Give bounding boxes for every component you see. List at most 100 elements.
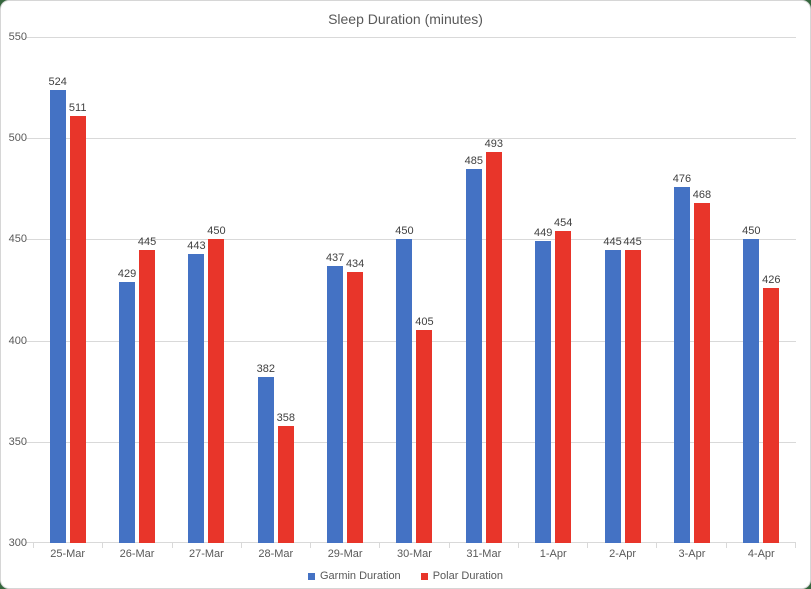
bar-group: 382 358 xyxy=(241,37,310,543)
bar-polar-duration xyxy=(277,425,294,543)
bar-polar-duration xyxy=(69,115,86,543)
bar-column: 437 xyxy=(325,37,345,543)
bar-polar-duration xyxy=(624,249,641,543)
bar-garmin-duration xyxy=(49,89,66,543)
bar-polar-duration xyxy=(763,287,780,543)
bar-value-label: 493 xyxy=(484,138,504,151)
gridline xyxy=(26,37,796,38)
x-axis-tick xyxy=(379,543,448,548)
x-axis-tick xyxy=(33,543,102,548)
y-axis-label: 400 xyxy=(8,334,27,347)
x-axis-ticks xyxy=(33,543,796,548)
x-axis-label: 25-Mar xyxy=(50,548,86,560)
bar-group: 429 445 xyxy=(102,37,171,543)
x-axis-label: 4-Apr xyxy=(747,548,775,560)
bar-column: 426 xyxy=(762,37,781,543)
bar-garmin-duration xyxy=(604,249,621,543)
y-axis-label: 350 xyxy=(8,435,27,448)
legend: Garmin Duration Polar Duration xyxy=(1,570,810,582)
garmin-swatch-icon xyxy=(307,572,315,580)
bar-garmin-duration xyxy=(743,239,760,543)
bar-polar-duration xyxy=(485,152,502,543)
bar-value-label: 450 xyxy=(207,225,226,238)
bar-value-label: 449 xyxy=(534,227,553,240)
bar-group: 524 511 xyxy=(33,37,102,543)
bar-group: 443 450 xyxy=(172,37,241,543)
x-axis-tick xyxy=(448,543,518,548)
bar-value-label: 476 xyxy=(672,172,692,185)
bar-value-label: 524 xyxy=(48,75,67,88)
bar-column: 450 xyxy=(395,37,414,543)
x-axis-tick xyxy=(517,543,587,548)
x-axis-tick xyxy=(171,543,241,548)
x-axis-label: 3-Apr xyxy=(678,548,706,560)
bar-column: 434 xyxy=(345,37,365,543)
bar-value-label: 511 xyxy=(68,101,87,114)
x-axis-tick xyxy=(656,543,725,548)
bar-value-label: 445 xyxy=(603,235,622,248)
x-axis-label: 2-Apr xyxy=(609,548,636,560)
bar-value-label: 468 xyxy=(692,188,712,201)
x-axis-tick xyxy=(240,543,310,548)
bar-value-label: 454 xyxy=(554,217,573,230)
bar-column: 405 xyxy=(415,37,434,543)
legend-item-polar: Polar Duration xyxy=(420,570,503,582)
gridline xyxy=(26,138,796,140)
bar-column: 445 xyxy=(623,37,642,543)
bar-column: 445 xyxy=(137,37,157,543)
plot-area: 550 500 450 400 350 300 524 511 429 445 443 450 382 3… xyxy=(9,31,796,549)
bar-column: 382 xyxy=(256,37,275,543)
bar-polar-duration xyxy=(347,271,364,543)
bar-column: 429 xyxy=(117,37,137,543)
bar-value-label: 434 xyxy=(345,257,365,270)
x-axis-label: 30-Mar xyxy=(397,548,432,560)
bar-value-label: 450 xyxy=(395,225,414,238)
bar-group: 450 405 xyxy=(380,37,449,543)
bar-column: 450 xyxy=(207,37,226,543)
bar-garmin-duration xyxy=(327,265,344,543)
x-axis-tick xyxy=(587,543,656,548)
bar-group: 449 454 xyxy=(519,37,588,543)
bar-column: 450 xyxy=(742,37,761,543)
bar-column: 476 xyxy=(672,37,692,543)
x-axis-tick xyxy=(725,543,796,548)
x-axis-tick xyxy=(310,543,379,548)
bar-value-label: 429 xyxy=(117,267,137,280)
bar-polar-duration xyxy=(208,239,225,543)
bar-polar-duration xyxy=(693,202,710,543)
bar-garmin-duration xyxy=(535,241,552,543)
bar-value-label: 437 xyxy=(325,251,345,264)
bar-value-label: 405 xyxy=(415,316,434,329)
bar-value-label: 382 xyxy=(256,363,275,376)
bars-container: 524 511 429 445 443 450 382 358 437 434 450 405 485 4… xyxy=(33,37,796,543)
bar-value-label: 445 xyxy=(137,235,157,248)
bar-garmin-duration xyxy=(396,239,413,543)
x-axis-label: 27-Mar xyxy=(188,548,224,560)
bar-garmin-duration xyxy=(188,253,205,543)
bar-column: 468 xyxy=(692,37,712,543)
legend-item-garmin: Garmin Duration xyxy=(307,570,401,582)
bar-value-label: 426 xyxy=(762,273,781,286)
bar-value-label: 443 xyxy=(187,239,206,252)
bar-garmin-duration xyxy=(673,186,690,543)
legend-label-garmin: Garmin Duration xyxy=(319,570,401,582)
bar-column: 445 xyxy=(603,37,622,543)
x-axis-label: 26-Mar xyxy=(119,548,155,560)
chart-body: 550 500 450 400 350 300 524 511 429 445 443 450 382 3… xyxy=(7,31,796,549)
bar-group: 450 426 xyxy=(727,37,796,543)
x-axis-label: 31-Mar xyxy=(466,548,502,560)
bar-column: 485 xyxy=(465,37,483,543)
bar-column: 449 xyxy=(534,37,553,543)
bar-value-label: 450 xyxy=(742,225,761,238)
y-axis-label: 500 xyxy=(8,132,27,145)
bar-column: 511 xyxy=(68,37,87,543)
bar-garmin-duration xyxy=(119,281,136,543)
bar-group: 445 445 xyxy=(588,37,657,543)
polar-swatch-icon xyxy=(420,572,428,580)
bar-polar-duration xyxy=(139,249,156,543)
x-axis-labels: 25-Mar 26-Mar 27-Mar 28-Mar 29-Mar 30-Mar 31-M… xyxy=(33,548,796,564)
y-axis-label: 550 xyxy=(8,31,27,43)
bar-column: 493 xyxy=(484,37,504,543)
bar-garmin-duration xyxy=(257,377,274,543)
